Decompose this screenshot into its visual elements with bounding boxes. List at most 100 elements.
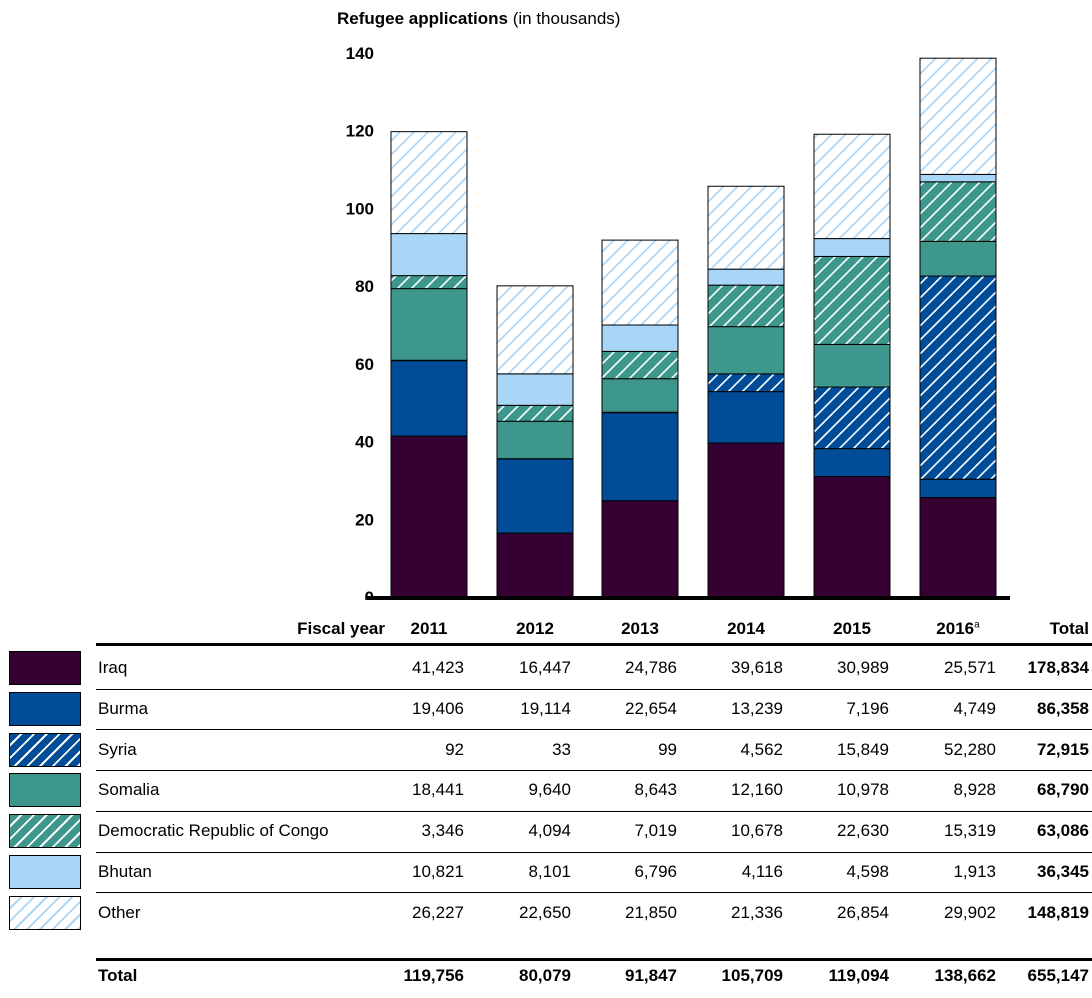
table-cell: 15,319 (944, 821, 996, 841)
row-total: 68,790 (1037, 780, 1089, 800)
bar-2015-somalia (813, 343, 891, 388)
table-cell: 10,821 (412, 861, 464, 881)
x-tick-label: 2012 (516, 619, 554, 638)
legend-swatch-other (9, 895, 81, 930)
header-rule (96, 643, 1092, 646)
legend-swatch-somalia (9, 773, 81, 808)
y-tick-label: 80 (355, 277, 374, 296)
row-total: 63,086 (1037, 821, 1089, 841)
table-cell: 15,849 (837, 739, 889, 759)
x-tick-label: 2014 (727, 619, 765, 638)
table-cell: 21,336 (731, 902, 783, 922)
row-total: 36,345 (1037, 861, 1089, 881)
table-cell: 19,114 (520, 699, 571, 719)
row-total: 72,915 (1037, 739, 1089, 759)
chart-title: Refugee applications (in thousands) (337, 9, 620, 29)
y-tick-label: 0 (365, 588, 374, 600)
table-cell: 8,928 (953, 780, 996, 800)
row-divider (96, 688, 1092, 690)
series-name: Burma (98, 699, 149, 719)
y-tick-label: 60 (355, 355, 374, 374)
y-tick-label: 140 (346, 44, 374, 63)
bar-2014-iraq (707, 442, 785, 598)
x-tick-label: 2015 (833, 619, 871, 638)
series-name: Other (98, 902, 141, 922)
table-cell: 7,019 (634, 821, 677, 841)
chart-title-bold: Refugee applications (337, 9, 508, 28)
bar-2012-other (496, 285, 574, 375)
bar-2014-other (707, 185, 785, 270)
column-total: 119,094 (828, 966, 889, 985)
table-cell: 29,902 (944, 902, 996, 922)
table-cell: 12,160 (731, 780, 783, 800)
table-cell: 6,796 (634, 861, 677, 881)
table-cell: 52,280 (944, 739, 996, 759)
legend-swatch-iraq (9, 651, 81, 686)
row-divider (96, 892, 1092, 894)
bar-2012-burma (496, 458, 574, 534)
totals-rule (96, 958, 1092, 961)
table-cell: 99 (658, 739, 677, 759)
table-cell: 22,654 (625, 699, 677, 719)
legend-swatch-bhutan (9, 854, 81, 889)
table-cell: 8,101 (528, 861, 571, 881)
table-cell: 8,643 (634, 780, 677, 800)
y-tick-label: 40 (355, 433, 374, 452)
table-cell: 24,786 (625, 658, 677, 678)
row-divider (96, 770, 1092, 772)
bar-2013-bhutan (601, 324, 679, 352)
y-tick-label: 20 (355, 510, 374, 529)
bar-2016-democratic-republic-of-congo (919, 181, 997, 242)
bar-2012-somalia (496, 420, 574, 460)
table-cell: 4,562 (740, 739, 783, 759)
bar-2013-other (601, 239, 679, 326)
bar-2015-other (813, 133, 891, 240)
bar-2014-burma (707, 391, 785, 444)
table-cell: 33 (552, 739, 571, 759)
table-cell: 21,850 (625, 902, 677, 922)
bar-2015-syria (813, 386, 891, 450)
table-cell: 18,441 (412, 780, 464, 800)
table-cell: 3,346 (421, 821, 464, 841)
column-total: 119,756 (403, 966, 464, 985)
table-cell: 22,650 (519, 902, 571, 922)
y-tick-label: 100 (346, 199, 374, 218)
bar-2011-other (390, 131, 468, 235)
bar-2013-iraq (601, 500, 679, 598)
table-cell: 41,423 (412, 658, 464, 678)
table-cell: 22,630 (837, 821, 889, 841)
bar-2011-somalia (390, 288, 468, 361)
table-cell: 19,406 (412, 699, 464, 719)
total-column-header: Total (1049, 619, 1089, 638)
table-cell: 25,571 (944, 658, 996, 678)
series-name: Syria (98, 739, 137, 759)
table-cell: 9,640 (528, 780, 571, 800)
table-cell: 10,978 (837, 780, 889, 800)
row-divider (96, 810, 1092, 812)
legend-swatch-syria (9, 732, 81, 767)
chart-title-rest: (in thousands) (507, 9, 621, 28)
totals-row-label: Total (98, 966, 138, 985)
table-cell: 30,989 (837, 658, 889, 678)
table-cell: 26,854 (837, 902, 889, 922)
table-cell: 26,227 (412, 902, 464, 922)
table-cell: 4,598 (846, 861, 889, 881)
table-cell: 16,447 (519, 658, 571, 678)
row-divider (96, 851, 1092, 853)
table-cell: 1,913 (953, 861, 996, 881)
bar-2016-other (919, 57, 997, 175)
table-cell: 7,196 (846, 699, 889, 719)
x-tick-label: 2011 (410, 619, 448, 638)
series-name: Iraq (98, 658, 128, 678)
column-total: 105,709 (721, 966, 783, 985)
bar-2014-democratic-republic-of-congo (707, 284, 785, 328)
column-total: 91,847 (625, 966, 677, 985)
table-cell: 4,749 (953, 699, 996, 719)
x-tick-label: 2016a (936, 619, 980, 638)
bar-2013-burma (601, 412, 679, 502)
bar-2013-somalia (601, 378, 679, 413)
table-cell: 92 (445, 739, 464, 759)
table-cell: 4,094 (528, 821, 571, 841)
row-total: 148,819 (1027, 902, 1089, 922)
